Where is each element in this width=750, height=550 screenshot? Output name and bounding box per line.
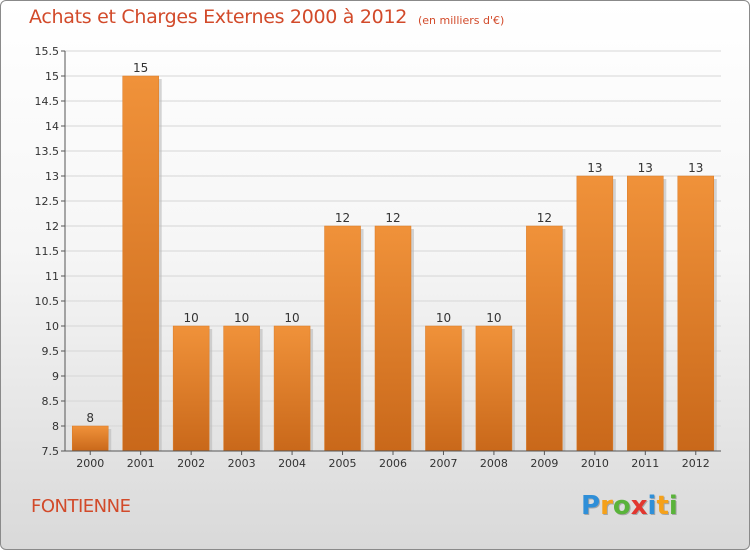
x-tick-label: 2011 — [631, 457, 659, 470]
y-tick-label: 14 — [45, 120, 59, 133]
y-tick-label: 11.5 — [35, 245, 60, 258]
x-tick-label: 2001 — [127, 457, 155, 470]
x-tick-label: 2010 — [581, 457, 609, 470]
x-tick-label: 2008 — [480, 457, 508, 470]
data-label: 13 — [587, 161, 602, 175]
x-tick-label: 2002 — [177, 457, 205, 470]
data-label: 12 — [335, 211, 350, 225]
data-label: 10 — [234, 311, 249, 325]
data-label: 10 — [436, 311, 451, 325]
brand-letter: t — [656, 491, 669, 521]
commune-name: FONTIENNE — [31, 496, 131, 517]
bar — [122, 75, 159, 452]
labels: 7.5 8 8.5 9 9.5 10 10.5 11 11.5 12 12.5 13 13.5 14 14.… — [35, 45, 710, 470]
y-tick-label: 11 — [45, 270, 59, 283]
y-tick-label: 10.5 — [35, 295, 60, 308]
bar — [374, 225, 412, 452]
chart-subtitle: (en milliers d'€) — [418, 14, 505, 27]
y-tick-label: 9 — [52, 370, 59, 383]
y-tick-label: 15 — [45, 70, 59, 83]
y-tick-label: 13 — [45, 170, 59, 183]
data-label: 10 — [486, 311, 501, 325]
x-tick-label: 2012 — [682, 457, 710, 470]
x-tick-label: 2000 — [76, 457, 104, 470]
brand-letter: P — [581, 491, 601, 521]
brand-letter: i — [668, 491, 678, 521]
y-tick-label: 10 — [45, 320, 59, 333]
bar — [627, 175, 664, 452]
bar — [223, 325, 260, 452]
y-tick-label: 12.5 — [35, 195, 60, 208]
x-tick-label: 2005 — [329, 457, 357, 470]
data-label: 8 — [86, 411, 94, 425]
y-tick-label: 14.5 — [35, 95, 60, 108]
bar — [677, 175, 715, 452]
chart-title: Achats et Charges Externes 2000 à 2012 — [29, 6, 408, 28]
bar — [172, 325, 210, 452]
bar — [273, 325, 311, 452]
x-tick-label: 2003 — [228, 457, 256, 470]
bar — [425, 325, 462, 452]
bars — [71, 75, 717, 452]
x-tick-label: 2007 — [429, 457, 457, 470]
data-label: 13 — [688, 161, 703, 175]
bar — [71, 425, 109, 452]
bar — [526, 225, 563, 452]
y-tick-label: 9.5 — [42, 345, 60, 358]
brand-letter: x — [630, 491, 648, 521]
y-tick-label: 15.5 — [35, 45, 60, 58]
brand-letter: i — [647, 491, 657, 521]
x-tick-label: 2006 — [379, 457, 407, 470]
brand-letter: o — [612, 491, 631, 521]
x-tick-label: 2009 — [530, 457, 558, 470]
y-tick-label: 8 — [52, 420, 59, 433]
data-label: 10 — [284, 311, 299, 325]
y-tick-label: 8.5 — [42, 395, 60, 408]
y-tick-label: 12 — [45, 220, 59, 233]
data-label: 12 — [385, 211, 400, 225]
bar — [324, 225, 361, 452]
y-tick-label: 13.5 — [35, 145, 60, 158]
data-label: 15 — [133, 61, 148, 75]
bar — [576, 175, 614, 452]
data-label: 13 — [638, 161, 653, 175]
data-label: 10 — [184, 311, 199, 325]
data-label: 12 — [537, 211, 552, 225]
axes — [61, 50, 721, 455]
bar — [475, 325, 513, 452]
y-tick-label: 7.5 — [42, 445, 60, 458]
x-tick-label: 2004 — [278, 457, 306, 470]
brand-letter: r — [600, 491, 613, 521]
brand-logo: Proxiti — [581, 491, 678, 521]
